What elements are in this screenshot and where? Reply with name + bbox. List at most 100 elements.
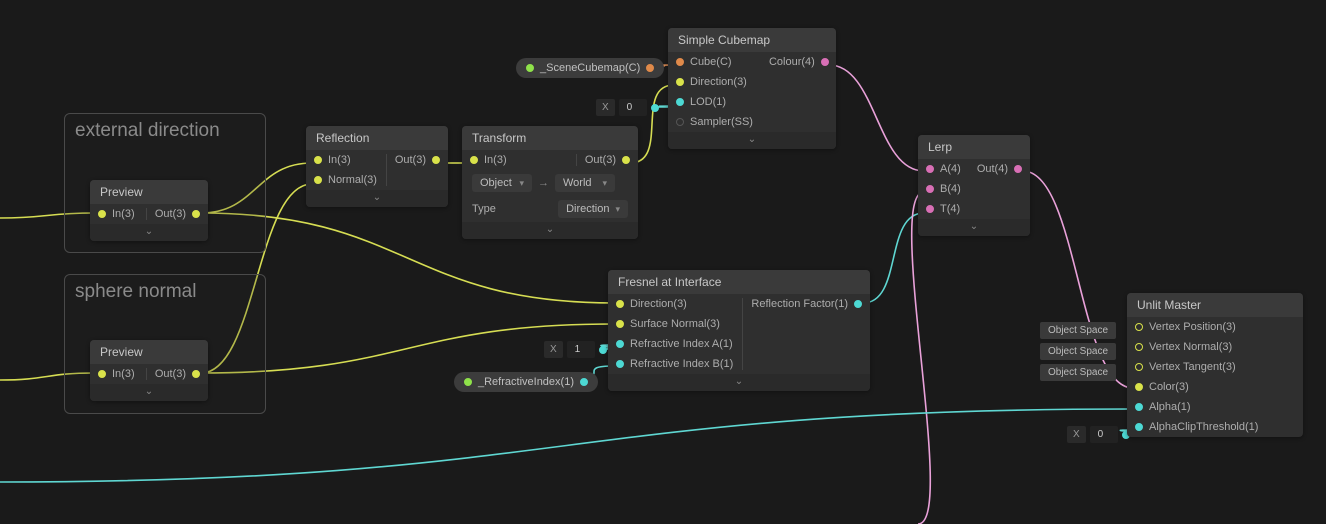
collapse-toggle[interactable] [608,374,870,391]
output-port[interactable]: Out(3) [147,364,208,384]
port-dot[interactable] [616,360,624,368]
collapse-toggle[interactable] [90,224,208,241]
port-dot[interactable] [676,58,684,66]
output-port[interactable]: Out(3) [387,150,448,170]
input-port[interactable]: LOD(1) [668,92,761,112]
inline-input-alpha-clip[interactable]: X 0 [1067,426,1130,443]
input-port[interactable]: Refractive Index A(1) [608,334,742,354]
input-port[interactable]: Vertex Position(3) [1127,317,1303,337]
input-port[interactable]: In(3) [90,204,146,224]
port-dot[interactable] [676,78,684,86]
inline-input-lod[interactable]: X 0 [596,99,659,116]
port-dot[interactable] [821,58,829,66]
input-port[interactable]: Cube(C) [668,52,761,72]
input-port[interactable]: AlphaClipThreshold(1) [1127,417,1303,437]
input-port[interactable]: Direction(3) [668,72,761,92]
port-dot[interactable] [432,156,440,164]
port-dot[interactable] [616,320,624,328]
collapse-toggle[interactable] [306,190,448,207]
node-reflection[interactable]: ReflectionIn(3)Normal(3)Out(3) [306,126,448,207]
node-preview1[interactable]: PreviewIn(3)Out(3) [90,180,208,241]
node-header[interactable]: Unlit Master [1127,293,1303,317]
input-port[interactable]: Vertex Tangent(3) [1127,357,1303,377]
node-cubemap[interactable]: Simple CubemapCube(C)Direction(3)LOD(1) S… [668,28,836,149]
input-port[interactable]: Normal(3) [306,170,386,190]
port-dot[interactable] [926,205,934,213]
input-port[interactable]: Color(3) [1127,377,1303,397]
port-dot[interactable] [651,104,659,112]
node-header[interactable]: Simple Cubemap [668,28,836,52]
port-dot[interactable] [1135,423,1143,431]
port-dot[interactable] [646,64,654,72]
node-header[interactable]: Transform [462,126,638,150]
collapse-toggle[interactable] [462,222,638,239]
space-label-chip[interactable]: Object Space [1040,343,1116,360]
property-scene-cubemap[interactable]: _SceneCubemap(C) [516,58,664,78]
input-port[interactable]: In(3) [306,150,386,170]
port-dot[interactable] [1135,363,1143,371]
port-dot[interactable] [1135,383,1143,391]
input-port[interactable]: T(4) [918,199,969,219]
node-header[interactable]: Reflection [306,126,448,150]
port-dot[interactable] [926,165,934,173]
collapse-toggle[interactable] [90,384,208,401]
port-dot[interactable] [622,156,630,164]
port-dot[interactable] [314,176,322,184]
input-port[interactable]: Sampler(SS) [668,112,761,132]
port-dot[interactable] [926,185,934,193]
node-header[interactable]: Preview [90,180,208,204]
output-port[interactable]: Out(3) [147,204,208,224]
input-port[interactable]: Vertex Normal(3) [1127,337,1303,357]
collapse-toggle[interactable] [918,219,1030,236]
port-dot[interactable] [192,370,200,378]
transform-to-select[interactable]: World [555,174,615,192]
port-dot[interactable] [580,378,588,386]
port-dot[interactable] [676,98,684,106]
inline-value[interactable]: 0 [1090,426,1118,443]
node-transform[interactable]: TransformIn(3)Out(3)Object→WorldTypeDire… [462,126,638,239]
node-unlit-master[interactable]: Unlit MasterVertex Position(3)Vertex Nor… [1127,293,1303,437]
port-dot[interactable] [854,300,862,308]
port-dot[interactable] [616,340,624,348]
port-dot[interactable] [1135,403,1143,411]
port-dot[interactable] [98,370,106,378]
port-dot[interactable] [470,156,478,164]
input-port[interactable]: Surface Normal(3) [608,314,742,334]
space-label-chip[interactable]: Object Space [1040,322,1116,339]
node-preview2[interactable]: PreviewIn(3)Out(3) [90,340,208,401]
input-port[interactable]: Refractive Index B(1) [608,354,742,374]
inline-value[interactable]: 0 [619,99,647,116]
node-header[interactable]: Fresnel at Interface [608,270,870,294]
port-dot[interactable] [1014,165,1022,173]
space-label-chip[interactable]: Object Space [1040,364,1116,381]
transform-from-select[interactable]: Object [472,174,532,192]
port-dot[interactable] [98,210,106,218]
collapse-toggle[interactable] [668,132,836,149]
port-dot[interactable] [192,210,200,218]
transform-type-select[interactable]: Direction [558,200,628,218]
port-dot[interactable] [676,118,684,126]
input-port[interactable]: Direction(3) [608,294,742,314]
input-port[interactable]: In(3) [90,364,146,384]
port-label: Sampler(SS) [690,116,753,128]
port-dot[interactable] [1135,323,1143,331]
node-fresnel[interactable]: Fresnel at InterfaceDirection(3)Surface … [608,270,870,391]
port-dot[interactable] [616,300,624,308]
output-port[interactable]: Out(3) [577,150,638,170]
input-port[interactable]: B(4) [918,179,969,199]
input-port[interactable]: Alpha(1) [1127,397,1303,417]
inline-input-refractive-a[interactable]: X 1 [544,341,607,358]
node-header[interactable]: Lerp [918,135,1030,159]
node-header[interactable]: Preview [90,340,208,364]
output-port[interactable]: Reflection Factor(1) [743,294,870,314]
input-port[interactable]: In(3) [462,150,576,170]
output-port[interactable]: Out(4) [969,159,1030,179]
port-dot[interactable] [1135,343,1143,351]
property-refractive-index[interactable]: _RefractiveIndex(1) [454,372,598,392]
inline-value[interactable]: 1 [567,341,595,358]
node-lerp[interactable]: LerpA(4)B(4)T(4)Out(4) [918,135,1030,236]
port-dot[interactable] [599,346,607,354]
input-port[interactable]: A(4) [918,159,969,179]
port-dot[interactable] [314,156,322,164]
output-port[interactable]: Colour(4) [761,52,837,72]
